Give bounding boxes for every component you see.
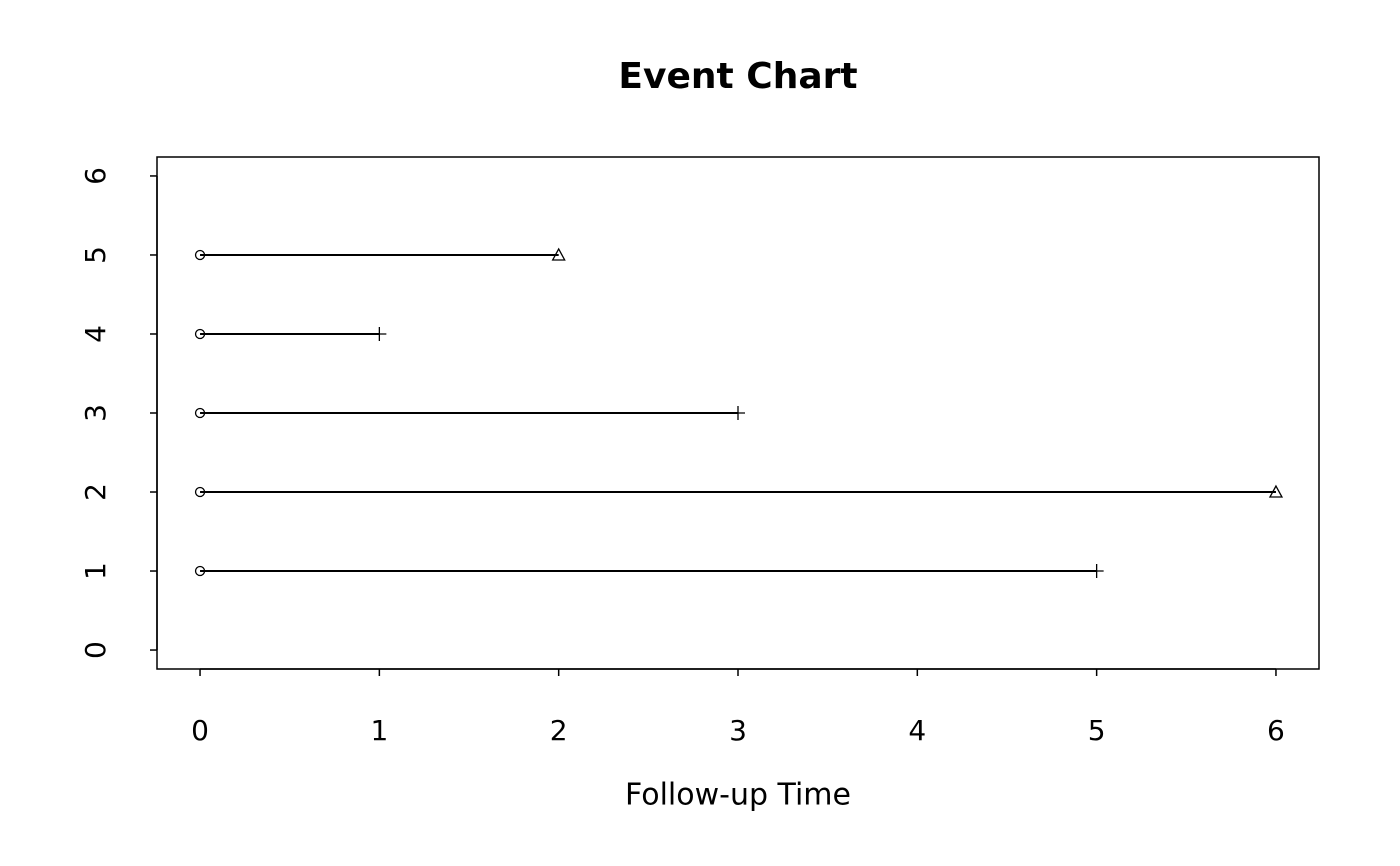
y-tick-label: 0 <box>79 641 112 659</box>
start-marker <box>194 328 206 340</box>
end-marker-triangle <box>551 247 566 261</box>
x-axis-label: Follow-up Time <box>625 778 851 813</box>
y-tick-label: 3 <box>79 404 112 422</box>
y-tick-label: 1 <box>79 562 112 580</box>
x-tick-label: 3 <box>729 714 747 747</box>
y-tick-label: 4 <box>79 325 112 343</box>
end-marker-plus <box>731 406 745 420</box>
start-marker <box>194 486 206 498</box>
end-marker-plus <box>372 326 387 341</box>
x-tick-label: 1 <box>370 714 388 747</box>
start-marker <box>194 565 206 577</box>
start-marker <box>194 249 206 261</box>
x-tick-label: 0 <box>191 714 209 747</box>
end-marker-plus <box>1089 564 1104 579</box>
chart-title: Event Chart <box>618 56 857 97</box>
x-tick-label: 6 <box>1267 714 1285 747</box>
x-tick-label: 4 <box>908 714 926 747</box>
y-tick-label: 5 <box>79 246 112 264</box>
start-marker <box>194 407 206 419</box>
x-tick-label: 5 <box>1088 714 1106 747</box>
y-tick-label: 6 <box>79 167 112 185</box>
x-tick-label: 2 <box>550 714 568 747</box>
y-tick-label: 2 <box>79 483 112 501</box>
end-marker-triangle <box>1268 484 1284 498</box>
